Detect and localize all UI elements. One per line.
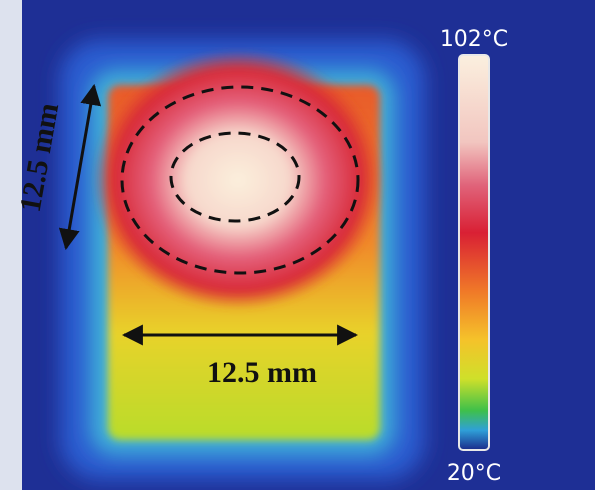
thermal-image: 12.5 mm 12.5 mm 102°C 20°C [0,0,595,490]
left-strip [0,0,22,490]
colorbar [459,55,489,450]
colorbar-max: 102°C [440,27,508,52]
width-label: 12.5 mm [207,356,317,389]
colorbar-min: 20°C [447,461,501,486]
hotspot [93,50,383,310]
